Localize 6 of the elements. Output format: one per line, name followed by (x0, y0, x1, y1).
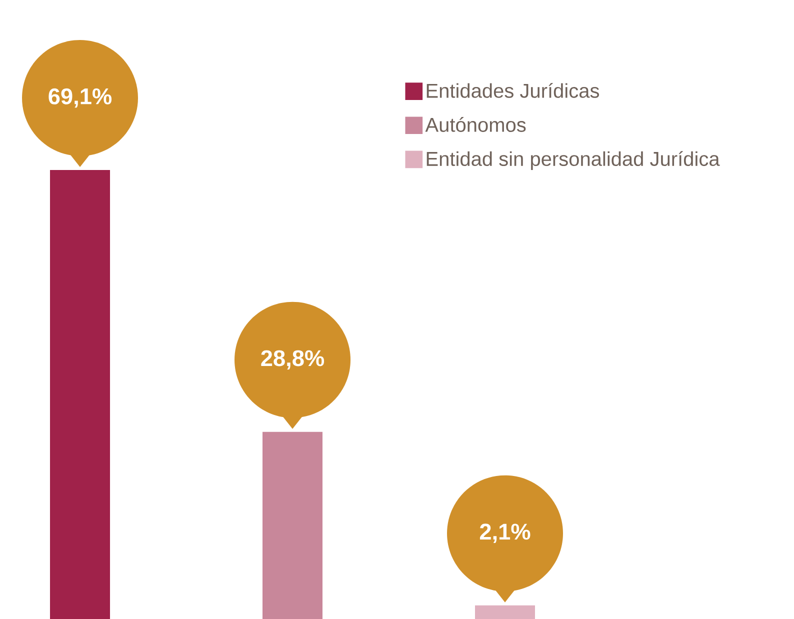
data-label: 69,1% (48, 88, 112, 108)
legend-label: Autónomos (425, 117, 526, 132)
legend-label: Entidad sin personalidad Jurídica (426, 151, 720, 170)
data-label: 2,1% (480, 524, 530, 544)
data-label: 28,8% (261, 350, 324, 370)
legend-label: Entidades Jurídicas (426, 82, 600, 98)
